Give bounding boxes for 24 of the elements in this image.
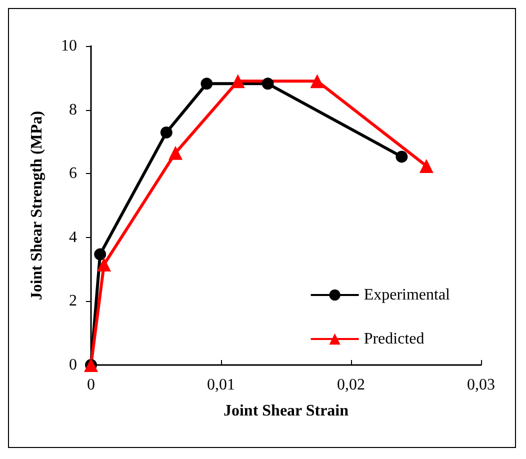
point xyxy=(262,78,274,90)
x-axis-title: Joint Shear Strain xyxy=(223,402,349,420)
x-tick-label: 0 xyxy=(87,376,95,394)
y-tick-label: 8 xyxy=(69,101,77,118)
point xyxy=(310,74,324,88)
point xyxy=(396,150,408,163)
point xyxy=(200,78,213,90)
x-tick-label: 0,03 xyxy=(467,376,495,394)
x-tick-label: 0,01 xyxy=(207,376,235,394)
point xyxy=(230,74,245,88)
y-tick-label: 4 xyxy=(69,228,77,246)
legend-label: Predicted xyxy=(364,330,424,348)
y-axis-title: Joint Shear Strength (MPa) xyxy=(28,110,46,300)
point xyxy=(419,158,434,173)
y-tick-label: 0 xyxy=(69,356,77,374)
y-tick-label: 6 xyxy=(69,165,77,182)
point xyxy=(168,146,182,160)
x-tick-label: 0,02 xyxy=(337,376,365,394)
point xyxy=(97,258,111,272)
y-tick-label: 10 xyxy=(61,38,77,54)
legend-label: Experimental xyxy=(364,286,451,304)
point xyxy=(160,126,172,138)
y-tick-label: 2 xyxy=(69,292,77,310)
point xyxy=(94,248,106,260)
